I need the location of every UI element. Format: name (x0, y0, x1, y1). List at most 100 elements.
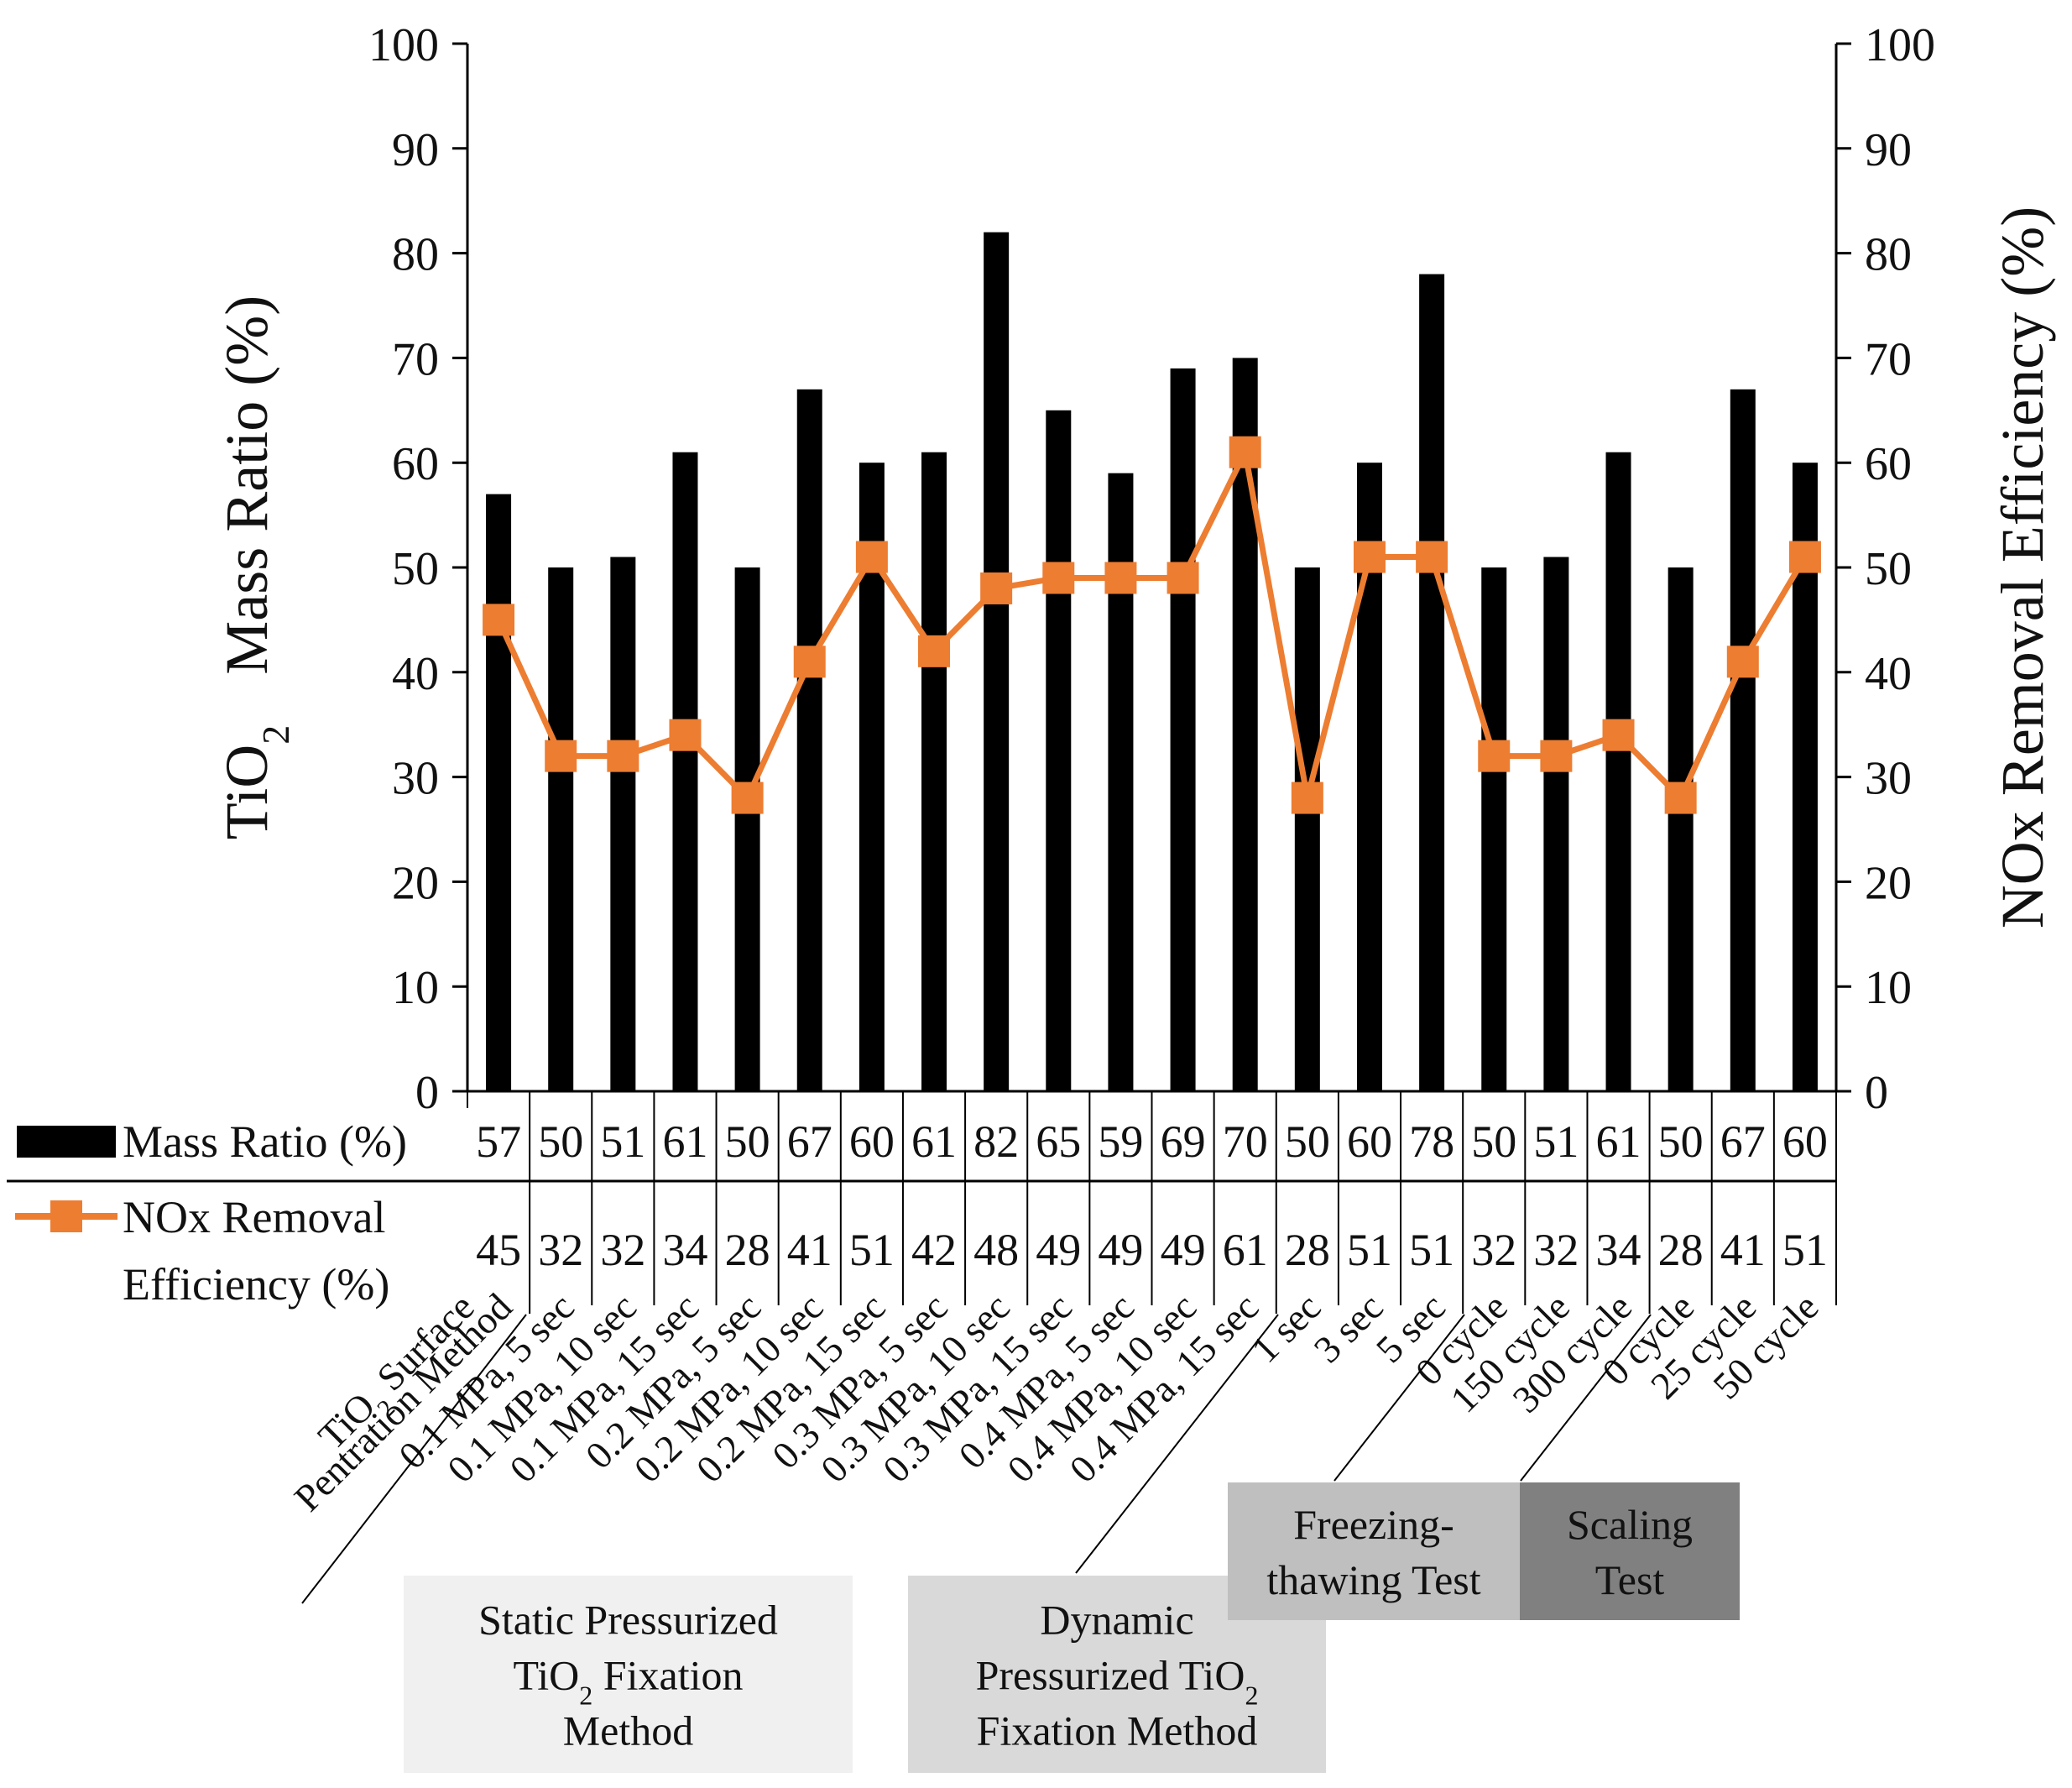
left-tick-label: 80 (392, 229, 439, 281)
mass-ratio-table-value: 61 (1596, 1116, 1641, 1167)
left-tick-label: 60 (392, 438, 439, 490)
nox-table-value: 41 (1720, 1225, 1766, 1275)
nox-efficiency-point (980, 572, 1013, 604)
nox-table-value: 34 (662, 1225, 707, 1275)
nox-table-value: 32 (1533, 1225, 1579, 1275)
nox-table-value: 48 (973, 1225, 1019, 1275)
group-box-label: TiO2 Fixation (514, 1652, 744, 1711)
mass-ratio-bar (1730, 389, 1756, 1092)
nox-table-value: 32 (600, 1225, 645, 1275)
nox-efficiency-point (1229, 436, 1261, 468)
mass-ratio-bar (1046, 410, 1072, 1091)
mass-ratio-table-value: 67 (1720, 1116, 1766, 1167)
nox-efficiency-point (1291, 782, 1323, 814)
group-box-label: Freezing- (1293, 1501, 1454, 1548)
mass-ratio-table-value: 50 (1471, 1116, 1516, 1167)
nox-efficiency-point (1788, 541, 1821, 573)
mass-ratio-bar (548, 567, 574, 1091)
mass-ratio-bar (734, 567, 760, 1091)
nox-efficiency-point (731, 782, 764, 814)
left-axis-title: TiO2 Mass Ratio (%) (213, 295, 297, 839)
nox-table-value: 45 (476, 1225, 521, 1275)
mass-ratio-table-value: 67 (787, 1116, 832, 1167)
right-tick-label: 60 (1865, 438, 1912, 490)
mass-ratio-table-value: 51 (1533, 1116, 1579, 1167)
mass-ratio-table-value: 61 (662, 1116, 707, 1167)
group-box-label: Fixation Method (977, 1707, 1258, 1754)
nox-table-value: 51 (849, 1225, 895, 1275)
mass-ratio-bar (486, 494, 512, 1091)
nox-table-value: 51 (1347, 1225, 1392, 1275)
mass-ratio-bar (1294, 567, 1320, 1091)
nox-efficiency-series-line (495, 449, 1808, 802)
left-tick-label: 30 (392, 753, 439, 805)
mass-ratio-table-value: 50 (1658, 1116, 1704, 1167)
nox-table-value: 51 (1782, 1225, 1828, 1275)
nox-efficiency-point (1726, 646, 1759, 678)
nox-table-value: 42 (911, 1225, 957, 1275)
mass-ratio-table-value: 51 (600, 1116, 645, 1167)
mass-ratio-bar (610, 557, 636, 1091)
mass-ratio-bar (672, 452, 698, 1091)
nox-table-value: 28 (1285, 1225, 1330, 1275)
group-bracket-line (1520, 1314, 1652, 1482)
group-box-label: Scaling (1567, 1501, 1693, 1548)
nox-table-value: 49 (1036, 1225, 1081, 1275)
category-label: 3 sec (1306, 1285, 1391, 1371)
nox-efficiency-point (1042, 562, 1075, 594)
right-tick-label: 80 (1865, 229, 1912, 281)
mass-ratio-bar (984, 232, 1010, 1091)
nox-efficiency-point (1664, 782, 1697, 814)
left-tick-label: 40 (392, 648, 439, 700)
mass-ratio-bar (1605, 452, 1631, 1091)
mass-ratio-bar (1668, 567, 1694, 1091)
nox-legend-label: NOx Removal (123, 1192, 385, 1242)
mass-ratio-table-value: 50 (538, 1116, 583, 1167)
nox-table-value: 49 (1161, 1225, 1206, 1275)
nox-efficiency-point (855, 541, 888, 573)
nox-efficiency-point (793, 646, 826, 678)
mass-ratio-table-value: 78 (1409, 1116, 1454, 1167)
left-tick-label: 100 (368, 19, 439, 71)
mass-ratio-bar (1543, 557, 1569, 1091)
mass-ratio-bar (1170, 368, 1196, 1091)
nox-efficiency-point (918, 635, 951, 667)
group-box-label: Pressurized TiO2 (976, 1652, 1259, 1711)
mass-ratio-bar (1481, 567, 1507, 1091)
group-box-label: Method (563, 1707, 694, 1754)
group-box-label: Static Pressurized (478, 1597, 778, 1644)
left-tick-label: 0 (415, 1067, 439, 1119)
left-tick-label: 90 (392, 124, 439, 176)
left-tick-label: 10 (392, 962, 439, 1014)
mass-ratio-legend-label: Mass Ratio (%) (123, 1116, 407, 1167)
axes: 0 10 20 30 40 50 60 70 80 90 100 0 10 20 30 40 50 60 70 80 9… (213, 19, 2056, 1314)
group-bracket-line (1075, 1314, 1279, 1574)
data-table: Mass Ratio (%) NOx Removal Efficiency (%) 5… (7, 1116, 1836, 1310)
nox-table-value: 49 (1098, 1225, 1143, 1275)
mass-ratio-table-value: 65 (1036, 1116, 1081, 1167)
mass-ratio-bar (1419, 274, 1445, 1091)
nox-efficiency-point (1416, 541, 1448, 573)
nox-efficiency-point (1602, 719, 1635, 751)
left-tick-label: 20 (392, 857, 439, 909)
nox-efficiency-point (1478, 740, 1511, 772)
mass-ratio-table-value: 82 (973, 1116, 1019, 1167)
nox-efficiency-point (1166, 562, 1199, 594)
mass-ratio-bar (796, 389, 822, 1092)
left-tick-label: 70 (392, 333, 439, 385)
nox-efficiency-point (669, 719, 702, 751)
nox-efficiency-line (483, 436, 1821, 814)
mass-ratio-table-value: 61 (911, 1116, 957, 1167)
right-tick-label: 20 (1865, 857, 1912, 909)
nox-legend-label: Efficiency (%) (123, 1259, 389, 1310)
right-tick-label: 30 (1865, 753, 1912, 805)
nox-table-value: 41 (787, 1225, 832, 1275)
mass-ratio-table-value: 59 (1098, 1116, 1143, 1167)
mass-ratio-legend-key (17, 1126, 116, 1158)
nox-table-value: 34 (1596, 1225, 1641, 1275)
right-tick-label: 0 (1865, 1067, 1888, 1119)
nox-efficiency-point (607, 740, 639, 772)
nox-table-value: 32 (1471, 1225, 1516, 1275)
group-box-label: Dynamic (1040, 1597, 1193, 1644)
